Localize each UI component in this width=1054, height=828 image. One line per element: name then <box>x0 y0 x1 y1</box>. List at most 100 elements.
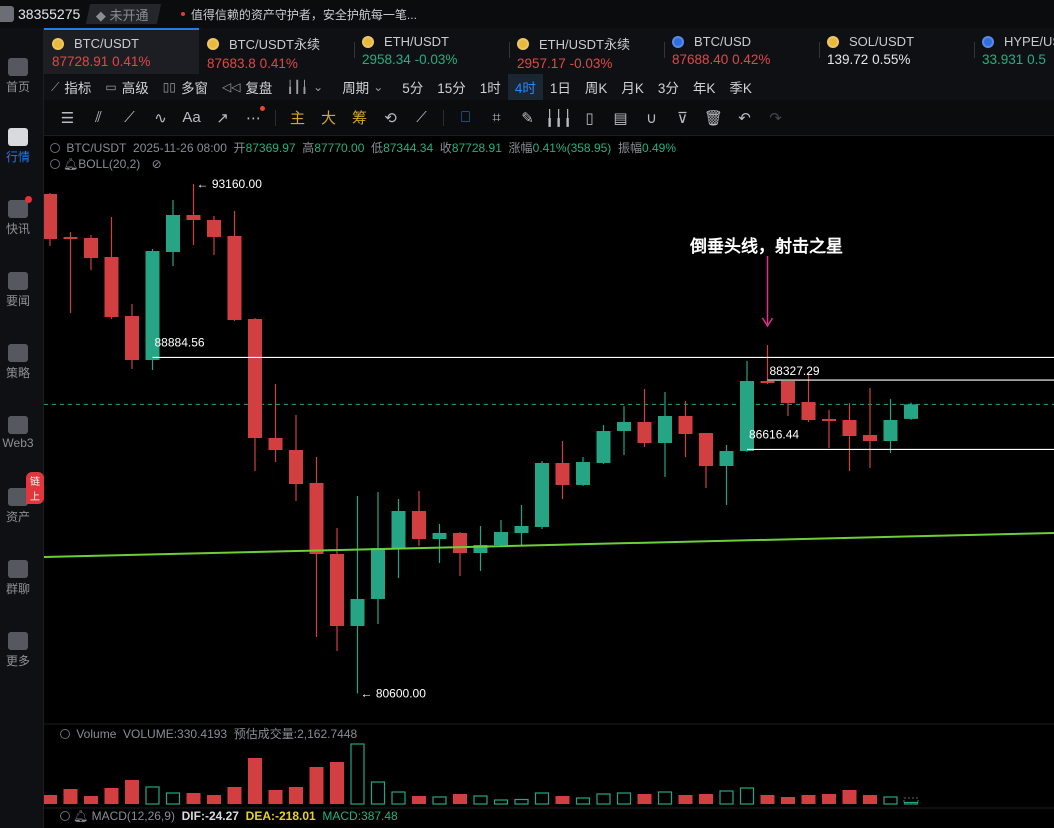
advanced-icon: ▭ <box>105 80 117 94</box>
undo-icon[interactable]: ↶ <box>738 109 751 127</box>
period-0[interactable]: 5分 <box>402 81 424 96</box>
period-4[interactable]: 1日 <box>549 81 571 96</box>
change-value: 0.41%(358.95) <box>532 141 612 155</box>
volume-bar-down <box>289 787 303 804</box>
collapse-icon[interactable] <box>50 159 60 169</box>
filter-icon[interactable]: ⊽ <box>677 109 688 127</box>
sidebar-item-8[interactable]: 更多 <box>0 632 40 669</box>
ticker-tab[interactable]: HYPE/USDT 33.931 0.5 <box>974 28 1054 74</box>
volume-bar-up <box>903 801 919 805</box>
period-6[interactable]: 月K <box>621 81 644 96</box>
sidebar-item-5[interactable]: Web3 <box>0 416 40 450</box>
volume-bar-down <box>44 795 57 804</box>
ticker-price: 2957.17 <box>517 56 566 71</box>
candle-down <box>781 380 795 403</box>
wave-icon[interactable]: ∿ <box>154 109 167 127</box>
ticker-tab[interactable]: ETH/USDT永续 2957.17 -0.03% <box>509 28 664 74</box>
price-level-label: 86616.44 <box>749 427 799 441</box>
boll-indicator[interactable]: 🔔︎BOLL(20,2) ⊘ <box>50 157 162 171</box>
volume-bar-down <box>453 794 467 804</box>
candle-down <box>268 437 283 451</box>
ticker-tab[interactable]: BTC/USDT永续 87683.8 0.41% <box>199 28 354 74</box>
collapse-icon[interactable] <box>50 143 60 153</box>
period-5[interactable]: 周K <box>584 81 608 96</box>
ticker-symbol: HYPE/USDT <box>1004 34 1054 49</box>
membership-badge[interactable]: ◆ 未开通 <box>86 4 162 24</box>
period-1[interactable]: 15分 <box>437 81 466 96</box>
cycle-dropdown[interactable]: 周期 ⌄ <box>335 74 395 100</box>
sidebar-item-7[interactable]: 群聊 <box>0 560 40 597</box>
membership-label: 未开通 <box>109 7 149 23</box>
trash-icon[interactable]: 🗑︎ <box>703 109 724 127</box>
ticker-tab[interactable]: ETH/USDT 2958.34 -0.03% <box>354 28 509 74</box>
ticker-tab[interactable]: BTC/USDT 87728.91 0.41% <box>44 28 199 74</box>
candle-down <box>637 422 652 443</box>
period-2[interactable]: 1时 <box>479 81 501 96</box>
text-icon[interactable]: Aa <box>182 109 201 126</box>
collapse-icon[interactable] <box>60 811 70 821</box>
magnet-icon[interactable]: ∪ <box>646 109 657 127</box>
tool-multi-window[interactable]: ▯▯ 多窗 <box>156 74 215 100</box>
sync-icon[interactable]: ⟲ <box>384 109 397 127</box>
bookmark-icon[interactable]: ⎕ <box>460 109 470 126</box>
tool-advanced[interactable]: ▭ 高级 <box>98 74 155 100</box>
info-time: 2025-11-26 08:00 <box>133 141 227 155</box>
candle-up <box>576 462 590 485</box>
ohlc-icon[interactable]: ▯ <box>585 109 594 127</box>
avatar-icon[interactable] <box>0 6 14 22</box>
candle-down <box>207 219 221 237</box>
candlestick-chart[interactable]: 88884.56 88327.29 86616.44 ← 93160.00 ← 8060… <box>44 136 1054 828</box>
ruler-icon[interactable]: ⌗ <box>492 109 501 126</box>
sidebar-item-1[interactable]: 行情 <box>0 128 40 165</box>
tool-indicator[interactable]: ⟋ 指标 <box>44 74 98 100</box>
candle-down <box>330 553 344 626</box>
sidebar-item-2[interactable]: 快讯 <box>0 196 40 237</box>
coin-icon <box>362 35 374 48</box>
parallel-lines-icon[interactable]: ⫽ <box>95 109 102 126</box>
menu-icon[interactable]: ☰ <box>60 109 75 127</box>
chart-type-dropdown[interactable]: ╽┃╽ ⌄ <box>279 74 335 100</box>
sidebar-item-label: 要闻 <box>5 294 30 308</box>
more-grid-icon <box>8 632 28 650</box>
collapse-icon[interactable] <box>60 729 70 739</box>
ticker-price: 87728.91 <box>52 54 109 69</box>
period-8[interactable]: 年K <box>692 81 716 96</box>
hide-eye-icon[interactable]: ⊘ <box>151 157 162 171</box>
sidebar-item-6[interactable]: 链上 资产 <box>0 472 44 525</box>
sidebar-item-0[interactable]: 首页 <box>0 58 40 95</box>
main-tool-0[interactable]: 主 <box>289 110 305 127</box>
line-segment-icon[interactable]: ⟋ <box>124 109 135 126</box>
more-icon[interactable]: ⋯ <box>238 105 269 127</box>
bell-icon[interactable]: 🔔︎ <box>73 809 89 823</box>
volume-bar-down <box>207 795 221 804</box>
redo-icon[interactable]: ↷ <box>769 109 782 127</box>
magnet-line-icon[interactable]: ⟋ <box>416 109 427 126</box>
candles-icon[interactable]: ╽╽╽ <box>544 109 573 127</box>
period-9[interactable]: 季K <box>729 81 752 96</box>
candle-down <box>760 380 775 383</box>
main-tool-2[interactable]: 筹 <box>351 110 367 127</box>
ticker-symbol: ETH/USDT永续 <box>539 37 631 52</box>
sidebar-item-4[interactable]: 策略 <box>0 344 40 381</box>
period-3[interactable]: 4时 <box>507 74 543 100</box>
price-level-label: 88327.29 <box>770 364 820 378</box>
period-7[interactable]: 3分 <box>657 81 679 96</box>
brush-icon[interactable]: ✎ <box>521 109 534 127</box>
volume-bar-up <box>473 795 488 805</box>
ticker-tab[interactable]: BTC/USD 87688.40 0.42% <box>664 28 819 74</box>
volume-bar-down <box>309 767 324 804</box>
tool-replay[interactable]: ◁◁ 复盘 <box>215 74 279 100</box>
notice-banner[interactable]: 值得信赖的资产守护者，安全护航每一笔... <box>180 6 417 23</box>
note-icon[interactable]: ▤ <box>613 109 628 127</box>
ticker-tab[interactable]: SOL/USDT 139.72 0.55% <box>819 28 974 74</box>
ray-icon[interactable]: ↗ <box>216 109 229 127</box>
coin-icon <box>52 37 64 50</box>
volume-bar-up <box>145 786 160 805</box>
volume-estimate-bar <box>903 797 919 805</box>
chart-annotation[interactable]: 倒垂头线，射击之星 <box>690 237 843 256</box>
main-tool-1[interactable]: 大 <box>320 110 336 127</box>
sidebar-item-3[interactable]: 要闻 <box>0 272 40 309</box>
bell-icon[interactable]: 🔔︎ <box>63 157 79 171</box>
volume-bar-up <box>350 743 365 805</box>
volume-bar-down <box>842 790 857 804</box>
